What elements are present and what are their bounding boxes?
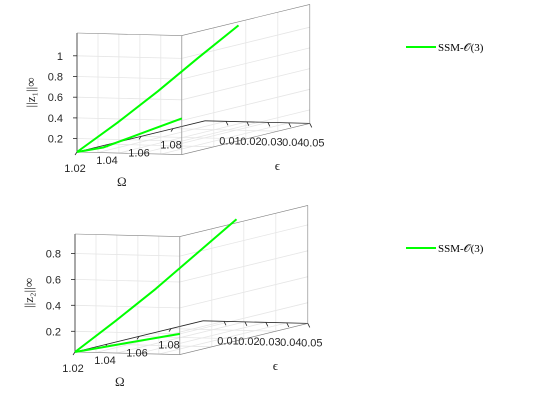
- y-tick-mark: [225, 121, 229, 126]
- grid-line: [179, 276, 308, 309]
- z-tick-label: 0.2: [48, 134, 63, 146]
- grid-line: [76, 117, 182, 121]
- legend-label: SSM-𝒪(3): [438, 42, 484, 54]
- grid-line: [108, 143, 214, 148]
- grid-line: [172, 128, 278, 132]
- legend: SSM-𝒪(3): [406, 243, 484, 255]
- z-tick-label: 0.8: [46, 249, 61, 261]
- y-tick-mark: [267, 122, 271, 127]
- grid-line: [179, 302, 308, 335]
- box-edge: [181, 123, 310, 155]
- grid-line: [170, 328, 276, 332]
- x-tick-mark: [72, 351, 76, 356]
- y-tick-label: 0.02: [240, 136, 261, 148]
- y-axis-label: ϵ: [275, 158, 280, 173]
- series-line-2: [74, 332, 180, 353]
- y-tick-mark: [265, 322, 269, 327]
- box-edge: [74, 351, 180, 355]
- y-tick-mark: [307, 323, 311, 328]
- grid-line: [181, 47, 310, 80]
- grid-line: [106, 343, 212, 348]
- y-tick-label: 0.05: [301, 337, 322, 349]
- y-tick-mark: [223, 321, 227, 326]
- x-tick-label: 1.04: [94, 355, 115, 367]
- x-tick-label: 1.04: [96, 155, 117, 167]
- grid-line: [97, 120, 227, 153]
- box-edge: [179, 323, 308, 355]
- y-tick-mark: [309, 123, 313, 128]
- y-tick-mark: [288, 122, 292, 128]
- z-axis-label: ||z₁||∞: [23, 78, 38, 108]
- grid-line: [137, 322, 266, 354]
- y-tick-label: 0.03: [261, 136, 282, 148]
- z-axis-label: ||z₂||∞: [21, 278, 36, 308]
- z-tick-label: 0.8: [48, 72, 63, 84]
- x-tick-mark: [168, 328, 172, 332]
- x-tick-mark: [74, 151, 78, 156]
- grid-line: [140, 136, 246, 140]
- box-edge: [76, 32, 182, 36]
- y-tick-label: 0.02: [238, 336, 259, 348]
- grid-line: [74, 330, 180, 335]
- subplot-2: 1.02 1.04 1.06 1.08 0.01 0.02 0.03 0.04 0.05 0.2 0…: [21, 205, 484, 389]
- series-line-1: [76, 24, 240, 153]
- legend-label: SSM-𝒪(3): [438, 243, 484, 255]
- x-tick-label: 1.06: [126, 347, 147, 359]
- y-tick-label: 0.04: [280, 337, 301, 349]
- y-tick-mark: [286, 322, 290, 328]
- x-tick-label: 1.08: [158, 340, 179, 352]
- y-tick-label: 0.01: [217, 335, 238, 347]
- grid-line: [139, 122, 268, 154]
- grid-line: [138, 336, 244, 340]
- grid-line: [76, 96, 182, 101]
- y-tick-label: 0.04: [282, 137, 303, 149]
- y-axis-line: [204, 120, 310, 124]
- box-edge: [76, 151, 182, 155]
- grid-line: [181, 109, 310, 142]
- series-line-2: [76, 117, 183, 153]
- x-tick-label: 1.08: [160, 140, 181, 152]
- x-tick-label: 1.02: [62, 363, 83, 375]
- series-line-1: [74, 218, 238, 353]
- x-tick-label: 1.06: [128, 147, 149, 159]
- legend: SSM-𝒪(3): [406, 42, 484, 54]
- grid-line: [181, 88, 310, 121]
- x-tick-mark: [136, 336, 140, 340]
- x-axis-label: Ω: [115, 374, 125, 389]
- y-axis-label: ϵ: [273, 358, 278, 373]
- z-tick-label: 1: [57, 51, 63, 63]
- grid-line: [76, 76, 182, 80]
- y-tick-label: 0.03: [259, 336, 280, 348]
- z-tick-label: 0.2: [46, 326, 61, 338]
- z-tick-label: 0.4: [48, 113, 63, 125]
- y-tick-mark: [246, 121, 250, 126]
- grid-line: [181, 68, 310, 101]
- grid-line: [76, 55, 182, 59]
- z-tick-label: 0.4: [46, 300, 61, 312]
- grid-line: [74, 253, 180, 257]
- x-axis-label: Ω: [117, 174, 127, 189]
- y-axis-line: [202, 320, 308, 324]
- grid-line: [74, 304, 180, 309]
- y-tick-mark: [244, 321, 248, 326]
- subplot-1: 1.02 1.04 1.06 1.08 0.01 0.02 0.03 0.04 0.05 0.2 0…: [23, 4, 484, 189]
- box-edge: [181, 4, 310, 36]
- box-edge: [179, 205, 308, 237]
- z-tick-label: 0.6: [48, 92, 63, 104]
- y-tick-label: 0.05: [303, 137, 324, 149]
- x-tick-mark: [170, 128, 174, 132]
- z-tick-label: 0.6: [46, 274, 61, 286]
- grid-line: [179, 250, 308, 283]
- box-edge: [74, 233, 180, 237]
- x-tick-mark: [138, 136, 142, 140]
- grid-line: [74, 279, 180, 283]
- x-tick-label: 1.02: [64, 163, 85, 175]
- y-tick-label: 0.01: [219, 135, 240, 147]
